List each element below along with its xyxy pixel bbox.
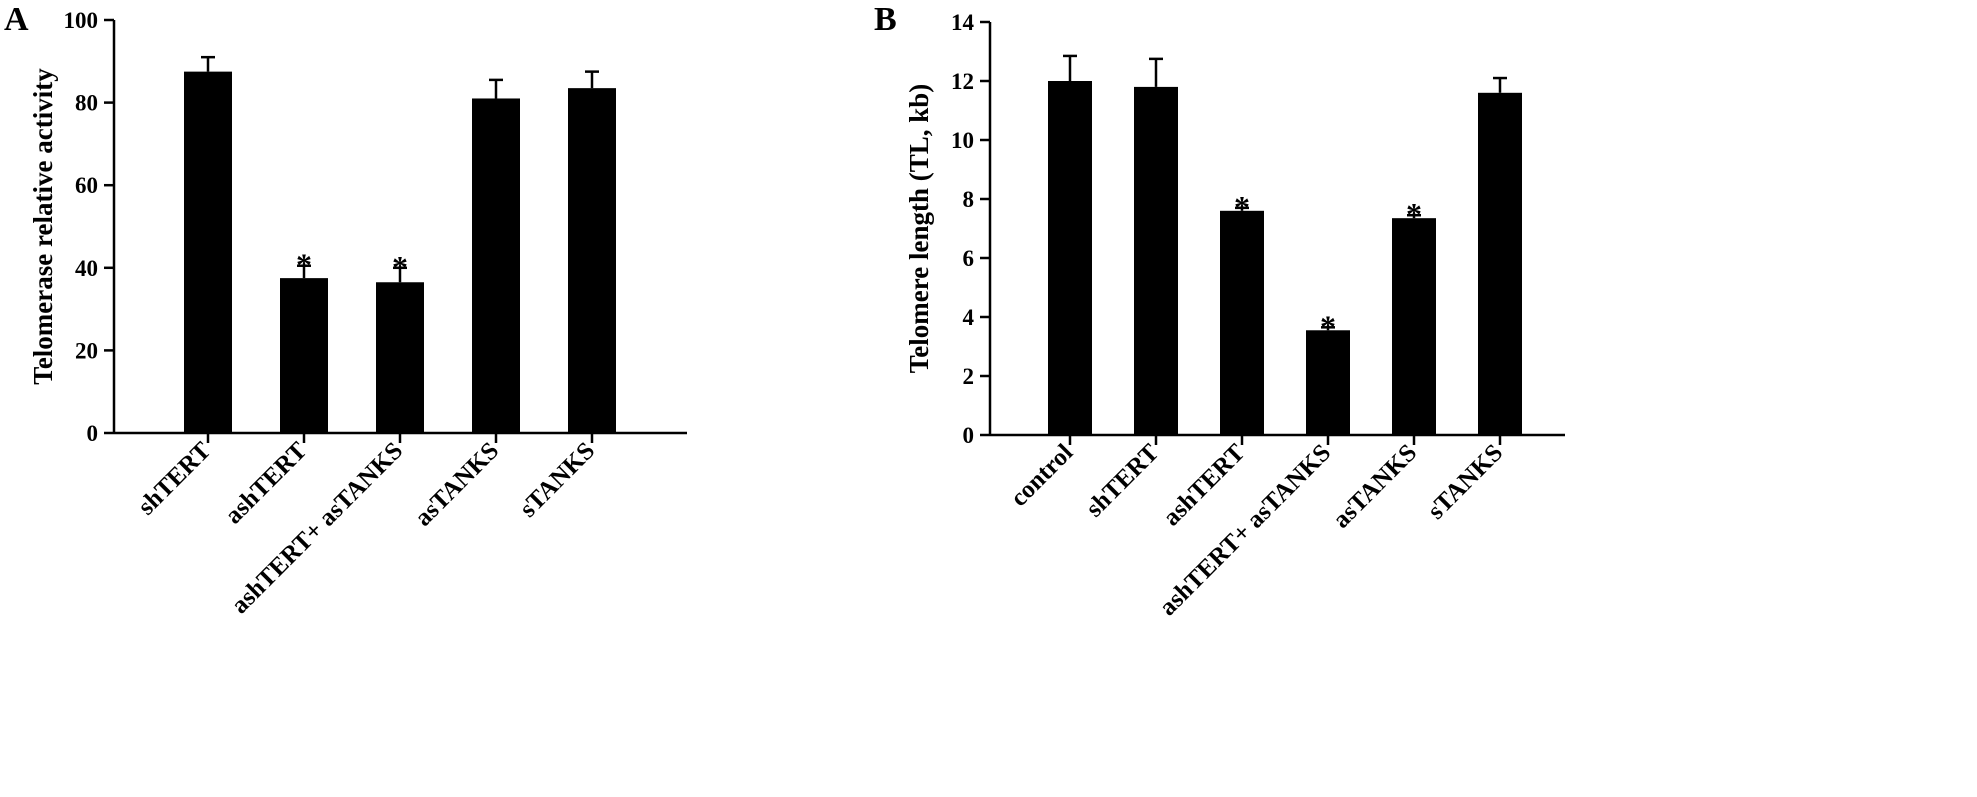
category-label: shTERT [133, 437, 217, 521]
bar [472, 98, 520, 433]
y-tick-label: 0 [963, 423, 975, 448]
significance-marker: * [1320, 308, 1336, 344]
y-tick-label: 2 [963, 364, 975, 389]
bar [568, 88, 616, 434]
bar [1306, 330, 1350, 435]
y-tick-label: 12 [951, 69, 974, 94]
bar [280, 278, 328, 433]
panel-label: B [874, 1, 897, 38]
y-axis-title: Telomere length (TL, kb) [904, 84, 934, 374]
bar [1392, 218, 1436, 435]
significance-marker: * [1406, 196, 1422, 232]
y-tick-label: 60 [75, 173, 98, 198]
bar [1220, 210, 1264, 435]
category-label: asTANKS [410, 437, 504, 531]
y-tick-label: 0 [87, 421, 99, 446]
y-tick-label: 6 [963, 246, 975, 271]
chart-panel-b: B Telomere length (TL, kb) 0 2 4 6 8 10 12 14 cont… [874, 1, 1565, 621]
y-tick-label: 20 [75, 338, 98, 363]
y-axis-title: Telomerase relative activity [28, 68, 58, 385]
category-label: ashTERT [1158, 439, 1250, 531]
y-tick-label: 10 [951, 128, 974, 153]
y-tick-label: 4 [963, 305, 975, 330]
category-label: asTANKS [1328, 439, 1422, 533]
panel-label: A [4, 1, 29, 38]
category-label: sTANKS [515, 437, 601, 523]
category-label: ashTERT+ asTANKS [226, 437, 408, 619]
bar [1478, 92, 1522, 436]
bar [1048, 81, 1092, 435]
category-label: shTERT [1081, 439, 1165, 523]
significance-marker: * [296, 247, 312, 283]
bar [184, 71, 232, 433]
y-tick-label: 8 [963, 187, 975, 212]
y-tick-label: 100 [64, 8, 99, 33]
bar [1134, 86, 1178, 436]
y-tick-label: 40 [75, 256, 98, 281]
bar [376, 282, 424, 433]
significance-marker: * [392, 249, 408, 285]
y-tick-label: 80 [75, 91, 98, 116]
category-label: sTANKS [1423, 439, 1509, 525]
y-tick-label: 14 [951, 10, 975, 35]
category-label: ashTERT [220, 437, 312, 529]
significance-marker: * [1234, 189, 1250, 225]
chart-panel-a: A Telomerase relative activity 0 20 40 60 80 10… [4, 1, 687, 619]
category-label: control [1005, 439, 1078, 512]
category-label: ashTERT+ asTANKS [1154, 439, 1336, 621]
